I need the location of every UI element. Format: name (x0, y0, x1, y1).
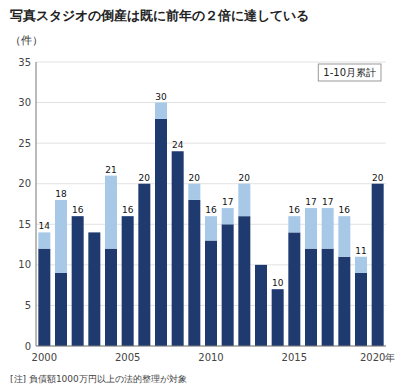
bar-segment (55, 273, 67, 346)
y-tick-label: 5 (25, 300, 31, 311)
bar-segment (172, 151, 184, 346)
annotation: 1-10月累計 (318, 64, 381, 81)
bar-segment (338, 216, 350, 257)
total-label: 20 (139, 173, 151, 183)
bar-segment (355, 273, 367, 346)
bar-segment (255, 264, 267, 265)
y-tick-label: 10 (18, 259, 31, 270)
grid-line (36, 346, 386, 347)
bar-segment (272, 289, 284, 346)
total-label: 11 (355, 246, 366, 256)
bar-segment (188, 184, 200, 200)
total-label: 16 (339, 205, 351, 215)
bar-segment (172, 151, 184, 152)
bar-segment (72, 216, 84, 346)
y-tick-label: 15 (18, 219, 31, 230)
total-label: 14 (39, 221, 51, 231)
total-label: 16 (72, 205, 84, 215)
x-tick-label: 2000 (32, 352, 57, 363)
subtitle: （件） (10, 34, 43, 47)
grid-line (36, 183, 386, 184)
total-label: 20 (189, 173, 201, 183)
chart: 写真スタジオの倒産は既に前年の２倍に達している （件） 0 5 10 15 20 25 30 35… (0, 0, 396, 392)
bar-segment (88, 232, 100, 233)
x-tick-label: 2010 (198, 352, 223, 363)
total-label: 17 (305, 197, 316, 207)
total-label: 20 (239, 173, 251, 183)
bar-segment (222, 224, 234, 346)
total-label: 17 (322, 197, 333, 207)
y-axis (36, 62, 37, 346)
bar-segment (38, 232, 50, 248)
x-tick-label: 2020年 (360, 352, 395, 363)
total-label: 30 (155, 92, 167, 102)
bar-segment (88, 232, 100, 346)
total-label: 17 (222, 197, 233, 207)
bar-segment (122, 216, 134, 217)
bar-segment (155, 103, 167, 119)
bar-segment (372, 184, 384, 346)
total-label: 20 (372, 173, 384, 183)
bar-segment (288, 232, 300, 346)
bar-segment (55, 200, 67, 273)
total-label: 16 (122, 205, 134, 215)
bar-segment (155, 119, 167, 346)
bar-segment (322, 249, 334, 346)
bar-segment (338, 257, 350, 346)
bar-segment (238, 216, 250, 346)
bar-segment (72, 216, 84, 217)
total-label: 21 (105, 165, 116, 175)
y-tick-label: 25 (18, 138, 31, 149)
x-tick-label: 2015 (282, 352, 307, 363)
bar-segment (322, 208, 334, 249)
bar-segment (105, 249, 117, 346)
grid-line (36, 62, 386, 63)
total-label: 16 (205, 205, 217, 215)
total-label: 16 (289, 205, 301, 215)
bar-segment (122, 216, 134, 346)
bar-segment (105, 176, 117, 249)
bar-segment (255, 265, 267, 346)
bar-segment (272, 289, 284, 290)
x-tick-label: 2005 (115, 352, 140, 363)
bar-segment (222, 208, 234, 224)
grid-line (36, 102, 386, 103)
total-label: 10 (272, 278, 284, 288)
x-axis (36, 346, 386, 347)
bar-segment (205, 241, 217, 346)
bar-segment (372, 183, 384, 184)
bar-segment (188, 200, 200, 346)
bar-segment (205, 216, 217, 240)
y-tick-label: 30 (18, 97, 31, 108)
annotation-box (318, 64, 381, 81)
bar-segment (305, 208, 317, 249)
bar-segment (238, 184, 250, 216)
y-tick-label: 20 (18, 178, 31, 189)
title: 写真スタジオの倒産は既に前年の２倍に達している (10, 8, 309, 23)
bar-segment (305, 249, 317, 346)
total-label: 18 (55, 189, 67, 199)
bar-segment (38, 249, 50, 346)
grid-line (36, 143, 386, 144)
note: [注] 負債額1000万円以上の法的整理が対象 (10, 374, 187, 384)
bar-segment (138, 184, 150, 346)
y-tick-label: 0 (25, 341, 31, 352)
bar-segment (138, 183, 150, 184)
bar-segment (355, 257, 367, 273)
total-label: 24 (172, 140, 184, 150)
annotation-text: 1-10月累計 (323, 67, 376, 78)
grid (36, 62, 386, 346)
bar-segment (288, 216, 300, 232)
bars (38, 103, 383, 346)
y-tick-label: 35 (18, 57, 31, 68)
